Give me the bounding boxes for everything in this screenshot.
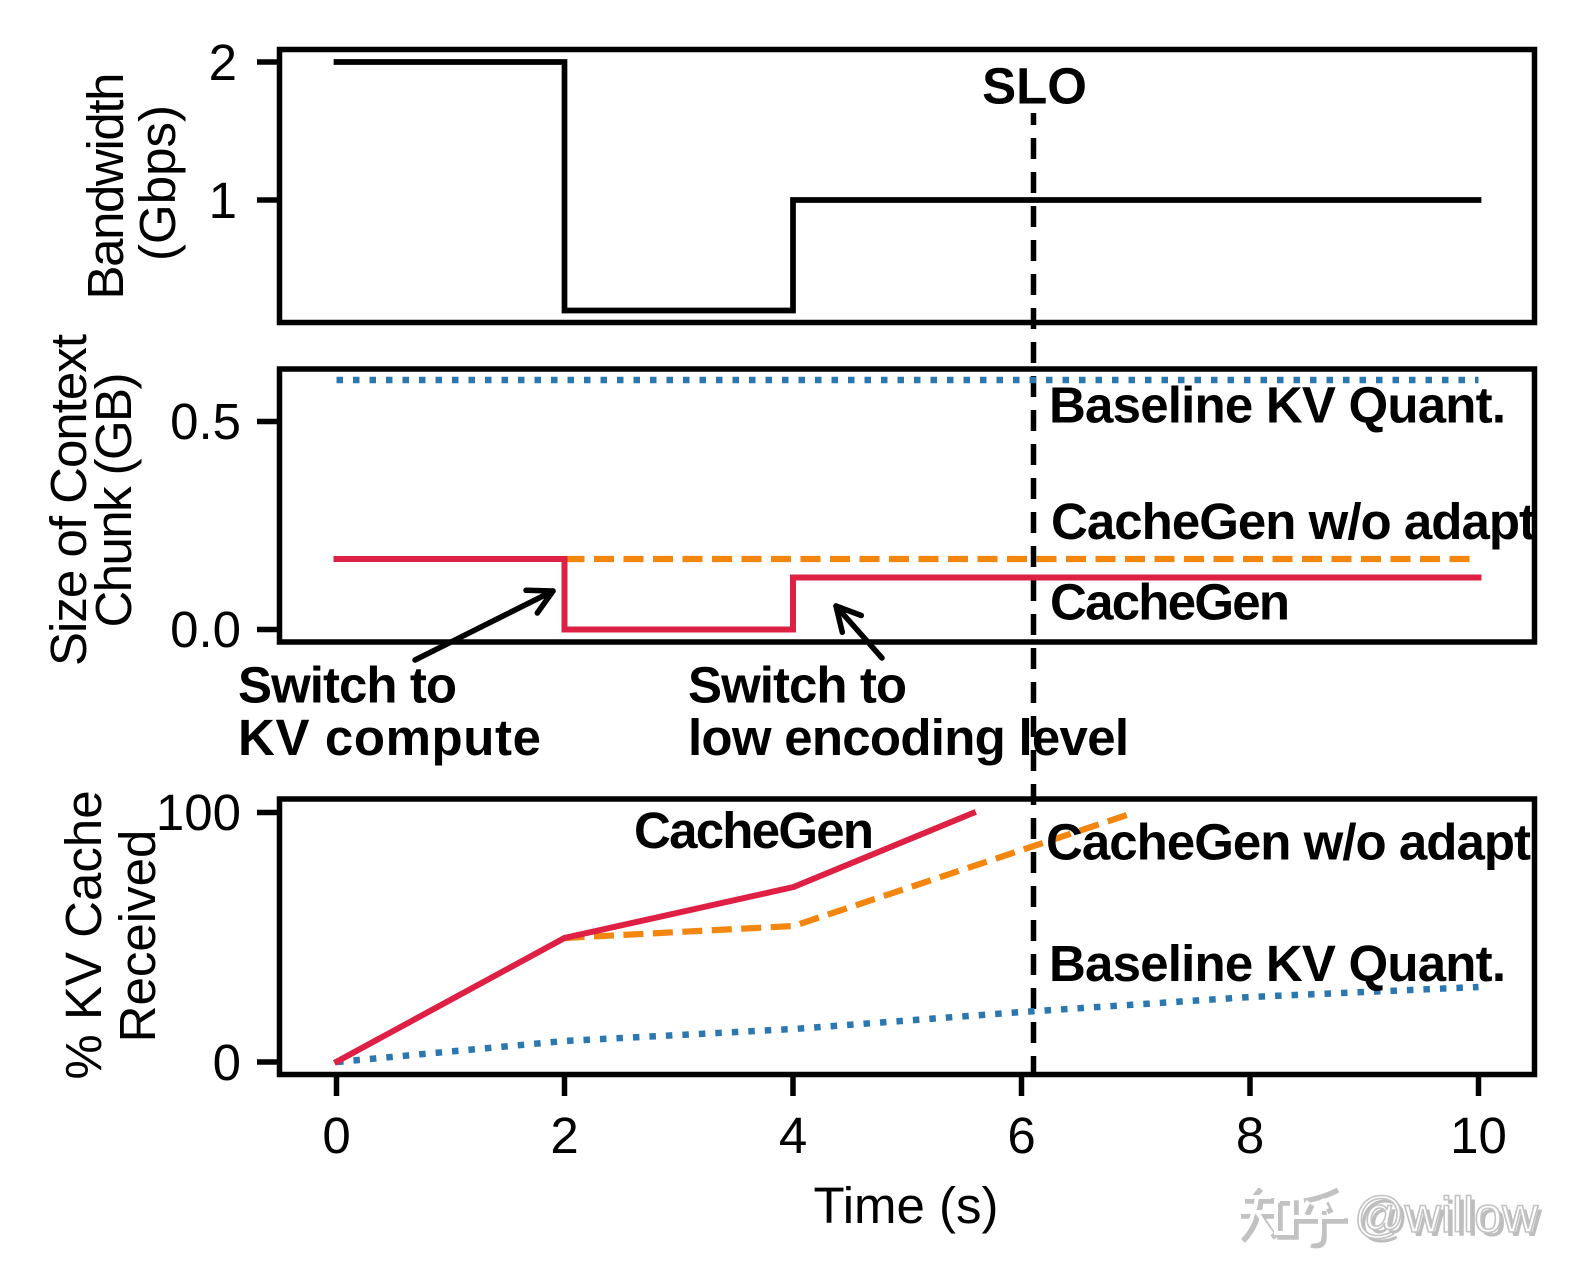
svg-text:CacheGen: CacheGen [1050, 574, 1290, 631]
svg-text:1: 1 [209, 172, 237, 229]
svg-text:Time (s): Time (s) [813, 1177, 998, 1234]
svg-text:KV compute: KV compute [238, 709, 541, 766]
svg-text:Switch to: Switch to [688, 657, 907, 714]
svg-text:Switch to: Switch to [238, 657, 457, 714]
svg-text:8: 8 [1236, 1107, 1264, 1164]
svg-text:Bandwidth: Bandwidth [77, 73, 134, 300]
svg-text:low encoding level: low encoding level [688, 709, 1129, 766]
svg-text:0: 0 [322, 1107, 350, 1164]
svg-text:100: 100 [156, 784, 241, 841]
svg-text:0: 0 [213, 1034, 241, 1091]
svg-text:0.5: 0.5 [170, 393, 241, 450]
svg-text:Size of Context: Size of Context [40, 334, 97, 666]
svg-text:@willow: @willow [1358, 1191, 1543, 1247]
svg-text:SLO: SLO [982, 58, 1087, 115]
svg-text:Baseline KV Quant.: Baseline KV Quant. [1049, 377, 1506, 434]
svg-text:2: 2 [550, 1107, 578, 1164]
svg-text:CacheGen w/o adapt: CacheGen w/o adapt [1051, 493, 1536, 550]
svg-text:Received: Received [109, 830, 166, 1043]
svg-text:CacheGen w/o adapt: CacheGen w/o adapt [1046, 814, 1531, 871]
svg-text:Chunk (GB): Chunk (GB) [85, 373, 142, 628]
svg-text:(Gbps): (Gbps) [129, 105, 186, 261]
svg-text:4: 4 [779, 1107, 807, 1164]
svg-text:2: 2 [209, 34, 237, 91]
svg-text:Baseline KV Quant.: Baseline KV Quant. [1049, 935, 1506, 992]
svg-text:6: 6 [1007, 1107, 1035, 1164]
svg-text:@willow: @willow [1354, 1187, 1539, 1243]
svg-text:0.0: 0.0 [170, 601, 241, 658]
svg-text:CacheGen: CacheGen [634, 802, 874, 859]
svg-text:10: 10 [1450, 1107, 1507, 1164]
svg-text:% KV Cache: % KV Cache [55, 790, 112, 1079]
